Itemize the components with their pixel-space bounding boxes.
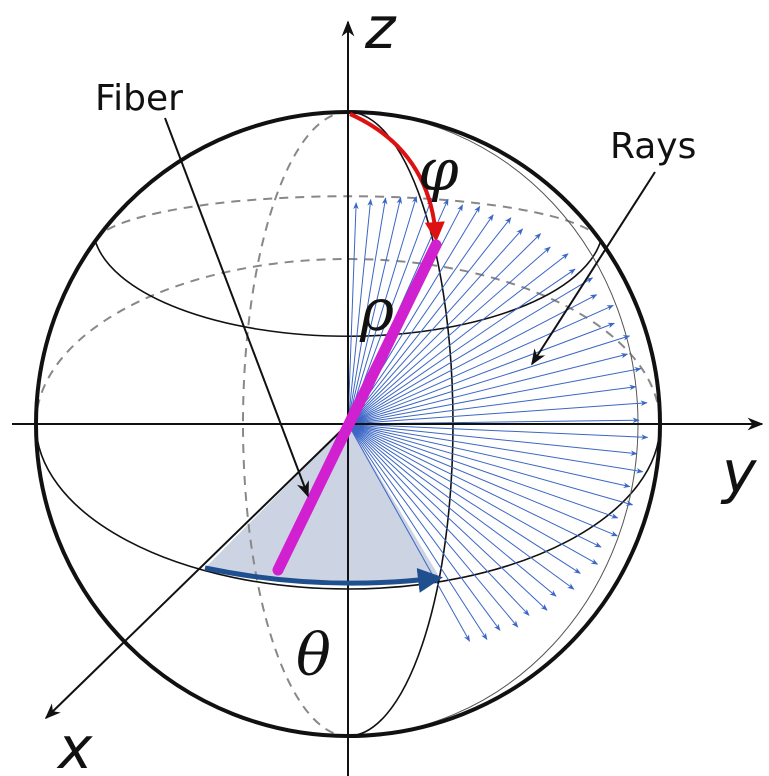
theta-label: θ <box>296 621 331 689</box>
ray <box>348 424 643 472</box>
y-label: y <box>720 438 757 506</box>
rays-label: Rays <box>610 126 696 167</box>
ray <box>348 387 636 424</box>
x-label: x <box>56 714 93 776</box>
ray <box>348 424 648 437</box>
ray <box>348 369 641 424</box>
rho-label: ρ <box>359 276 394 344</box>
fiber-pointer <box>165 118 308 496</box>
phi-label: φ <box>418 136 459 204</box>
ray <box>348 354 627 424</box>
ray <box>348 203 356 424</box>
sphere-diagram: z y x Fiber Rays φ ρ θ <box>0 0 769 776</box>
fiber-label: Fiber <box>95 78 183 119</box>
z-label: z <box>364 0 397 62</box>
